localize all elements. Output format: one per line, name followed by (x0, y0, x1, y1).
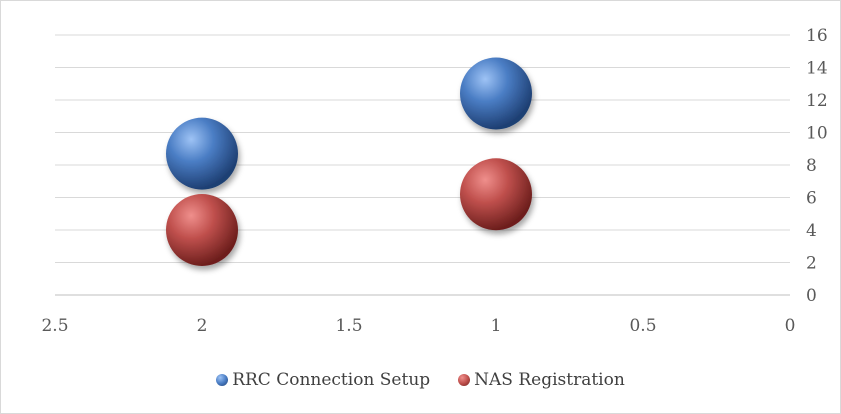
legend-label-rrc: RRC Connection Setup (232, 370, 431, 390)
legend-item-rrc: RRC Connection Setup (216, 370, 430, 390)
data-point-rrc (166, 117, 238, 190)
y-tick-label: 2 (806, 254, 817, 274)
data-point-rrc (460, 57, 532, 130)
data-points (166, 57, 532, 266)
x-tick-label: 0.5 (629, 316, 656, 336)
legend-swatch-rrc (216, 374, 229, 386)
legend: RRC Connection Setup NAS Registration (0, 366, 841, 394)
y-axis-labels: 0 2 4 6 8 10 12 14 16 (806, 26, 828, 306)
gridlines (55, 34, 790, 296)
x-tick-label: 1 (491, 316, 502, 336)
data-point-nas (166, 194, 238, 266)
y-tick-label: 6 (806, 189, 817, 209)
x-tick-label: 1.5 (335, 316, 362, 336)
y-tick-label: 10 (806, 124, 828, 144)
y-tick-label: 0 (806, 286, 817, 306)
legend-label-nas: NAS Registration (474, 370, 625, 390)
y-tick-label: 14 (806, 59, 828, 79)
x-tick-label: 2 (197, 316, 208, 336)
x-tick-label: 0 (785, 316, 796, 336)
x-tick-label: 2.5 (41, 316, 68, 336)
y-tick-label: 8 (806, 156, 817, 176)
y-tick-label: 16 (806, 26, 828, 46)
legend-item-nas: NAS Registration (458, 370, 625, 390)
data-point-nas (460, 158, 532, 231)
x-axis-labels: 2.5 2 1.5 1 0.5 0 (41, 316, 795, 336)
legend-swatch-nas (458, 374, 471, 386)
y-tick-label: 4 (806, 221, 817, 241)
y-tick-label: 12 (806, 91, 828, 111)
